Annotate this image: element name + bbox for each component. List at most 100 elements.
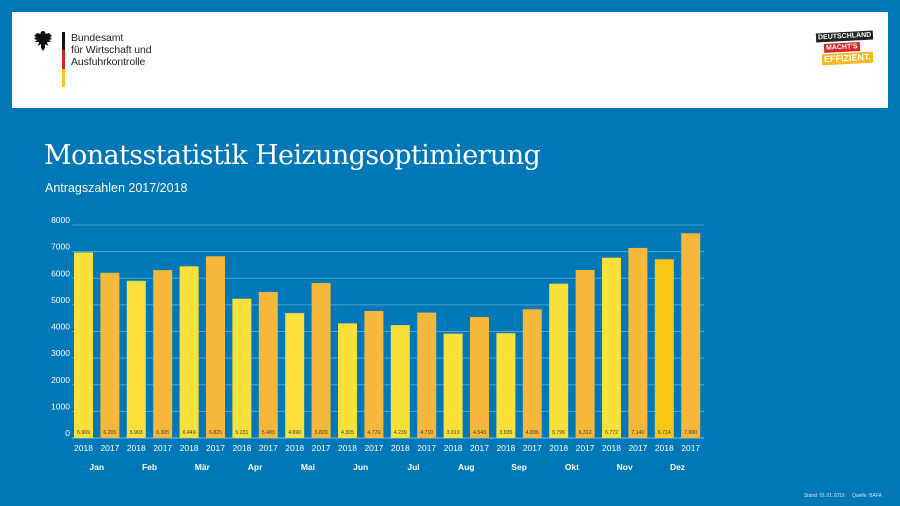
bar-value-label: 7.140	[631, 430, 644, 436]
x-month-label: Apr	[248, 462, 263, 472]
bar-2018-Mär	[179, 266, 199, 438]
x-year-label: 2017	[206, 443, 225, 453]
y-tick-label: 3000	[51, 348, 70, 358]
bar-value-label: 4.690	[288, 430, 301, 436]
bar-value-label: 5.903	[130, 430, 143, 436]
bar-2018-Nov	[602, 257, 621, 438]
bar-2017-Jun	[364, 310, 384, 438]
x-month-label: Jan	[89, 462, 104, 472]
bar-2018-Sep	[496, 333, 516, 438]
bar-value-label: 5.231	[235, 430, 248, 436]
bar-value-label: 6.714	[658, 430, 671, 436]
federal-eagle-icon	[34, 31, 52, 51]
x-year-label: 2018	[655, 443, 674, 453]
bar-value-label: 4.710	[420, 430, 433, 436]
bar-value-label: 5.820	[315, 430, 328, 436]
footer-source: Quelle: BAFA	[851, 493, 882, 499]
bar-2017-Nov	[628, 247, 648, 438]
header-bar: Bundesamt für Wirtschaft und Ausfuhrkont…	[12, 12, 888, 108]
x-year-label: 2017	[576, 443, 595, 453]
bar-2017-Okt	[575, 269, 595, 438]
x-year-label: 2017	[259, 443, 278, 453]
y-tick-label: 1000	[51, 401, 70, 411]
x-year-label: 2018	[127, 443, 146, 453]
bar-value-label: 6.772	[605, 430, 618, 436]
bar-value-label: 4.305	[341, 430, 354, 436]
chart-subtitle: Antragszahlen 2017/2018	[45, 181, 188, 195]
y-tick-label: 0	[65, 428, 70, 438]
bar-value-label: 6.449	[183, 430, 196, 436]
chart-title: Monatsstatistik Heizungsoptimierung	[44, 140, 541, 171]
x-month-label: Okt	[565, 462, 579, 472]
x-month-label: Sep	[511, 462, 527, 472]
bar-2017-Aug	[470, 317, 489, 438]
german-flag-stripe	[62, 32, 65, 87]
x-year-label: 2018	[391, 443, 410, 453]
x-month-label: Aug	[458, 462, 475, 472]
bar-value-label: 3.919	[447, 430, 460, 436]
bar-2018-Jul	[390, 325, 410, 438]
bar-2017-Jul	[417, 312, 437, 438]
x-month-label: Feb	[142, 462, 157, 472]
x-year-label: 2018	[232, 443, 251, 453]
bar-2018-Apr	[232, 298, 252, 438]
org-name-line: für Wirtschaft und	[71, 44, 152, 56]
x-year-label: 2018	[496, 443, 515, 453]
x-month-label: Mär	[195, 462, 211, 472]
bar-value-label: 6.305	[156, 430, 169, 436]
bar-2018-Jun	[338, 323, 357, 438]
x-year-label: 2018	[74, 443, 93, 453]
bar-value-label: 3.935	[499, 430, 512, 436]
bar-2018-Aug	[443, 333, 463, 438]
y-tick-label: 6000	[51, 268, 70, 278]
x-year-label: 2018	[602, 443, 621, 453]
x-year-label: 2017	[681, 443, 700, 453]
bar-2017-Jan	[100, 272, 120, 438]
bar-value-label: 6.825	[209, 430, 222, 436]
bar-value-label: 5.796	[552, 430, 565, 436]
y-tick-label: 7000	[51, 242, 70, 252]
bar-2018-Jan	[74, 252, 93, 438]
bar-value-label: 6.312	[579, 430, 592, 436]
x-year-label: 2018	[180, 443, 199, 453]
bar-value-label: 6.969	[77, 430, 90, 436]
x-year-label: 2017	[100, 443, 119, 453]
bar-2017-Feb	[153, 270, 173, 438]
bar-value-label: 6.205	[103, 430, 116, 436]
org-name: Bundesamt für Wirtschaft und Ausfuhrkont…	[71, 32, 152, 68]
y-tick-label: 8000	[51, 215, 70, 225]
bar-2017-Mär	[206, 256, 225, 438]
x-year-label: 2018	[338, 443, 357, 453]
x-year-label: 2018	[444, 443, 463, 453]
x-year-label: 2017	[364, 443, 383, 453]
footer: Stand: 01.01.2019 Quelle: BAFA	[798, 493, 882, 499]
x-year-label: 2017	[523, 443, 542, 453]
y-tick-label: 5000	[51, 295, 70, 305]
x-year-label: 2018	[285, 443, 304, 453]
bar-value-label: 4.239	[394, 430, 407, 436]
bar-2018-Mai	[285, 313, 305, 438]
x-month-label: Jul	[407, 462, 419, 472]
x-year-label: 2017	[628, 443, 647, 453]
x-year-label: 2017	[470, 443, 489, 453]
x-month-label: Mai	[301, 462, 315, 472]
x-year-label: 2017	[153, 443, 172, 453]
bar-2017-Apr	[258, 292, 278, 438]
bar-value-label: 4.836	[526, 430, 539, 436]
bar-value-label: 4.770	[367, 430, 380, 436]
x-year-label: 2018	[549, 443, 568, 453]
org-name-line: Bundesamt	[71, 32, 124, 44]
x-month-label: Dez	[670, 462, 685, 472]
x-year-label: 2017	[417, 443, 436, 453]
bar-2018-Feb	[126, 280, 146, 438]
y-tick-label: 4000	[51, 322, 70, 332]
bar-2017-Sep	[522, 309, 542, 438]
x-year-label: 2017	[312, 443, 331, 453]
bar-2018-Okt	[549, 283, 569, 438]
footer-date: Stand: 01.01.2019	[803, 493, 845, 499]
bar-value-label: 5.483	[262, 430, 275, 436]
bar-2017-Dez	[681, 233, 701, 438]
bar-2018-Dez	[654, 259, 674, 438]
x-month-label: Jun	[353, 462, 368, 472]
